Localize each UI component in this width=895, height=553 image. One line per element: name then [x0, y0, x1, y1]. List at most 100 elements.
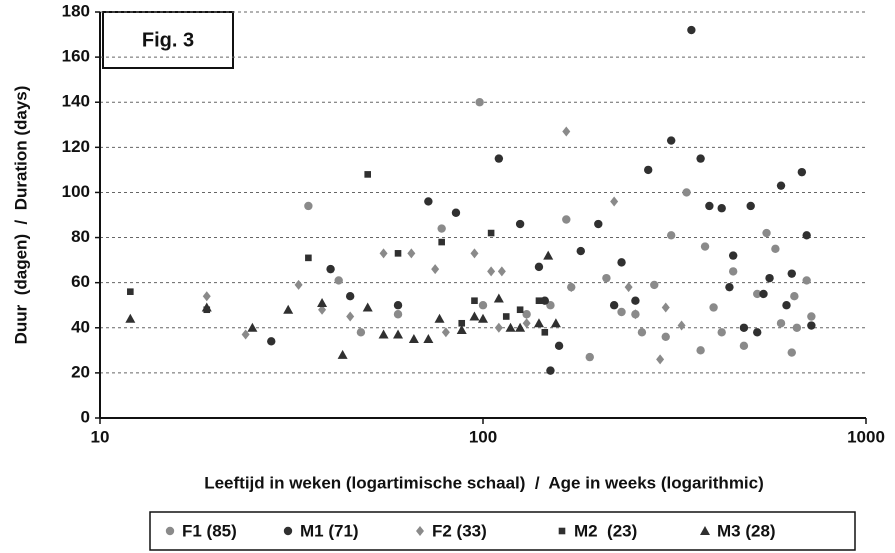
point	[494, 322, 503, 333]
point	[456, 325, 467, 335]
point	[535, 297, 543, 305]
point	[346, 311, 355, 322]
point	[241, 329, 250, 340]
point	[487, 266, 496, 277]
legend-marker	[283, 526, 293, 536]
legend-label: M2 (23)	[574, 521, 637, 540]
point	[696, 346, 705, 355]
point	[458, 319, 466, 327]
point	[562, 215, 571, 224]
point	[739, 323, 749, 332]
legend-label: F2 (33)	[432, 521, 487, 540]
point	[441, 327, 450, 338]
y-axis-label: Duur (dagen) / Duration (days)	[11, 86, 30, 345]
point	[782, 301, 791, 310]
point	[631, 309, 640, 320]
point	[317, 297, 328, 307]
point	[594, 219, 603, 229]
point	[515, 322, 526, 332]
legend-marker	[558, 527, 566, 535]
point	[247, 322, 258, 332]
y-tick-label: 40	[71, 317, 90, 336]
point	[469, 311, 480, 321]
point	[516, 306, 524, 314]
point	[438, 238, 445, 246]
point	[650, 280, 659, 290]
point	[356, 328, 366, 337]
point	[407, 248, 416, 259]
y-tick-label: 160	[62, 47, 90, 66]
point	[334, 276, 343, 285]
point	[515, 219, 525, 229]
legend-box	[149, 511, 856, 551]
point	[807, 321, 816, 330]
point	[497, 266, 506, 277]
legend-label: F1 (85)	[182, 521, 237, 540]
point	[294, 279, 303, 290]
point	[475, 98, 484, 107]
point	[759, 289, 768, 299]
point	[471, 297, 478, 305]
point	[434, 313, 445, 323]
point	[533, 318, 544, 328]
point	[807, 312, 816, 321]
point	[790, 292, 799, 301]
point	[393, 329, 404, 339]
point	[540, 296, 550, 305]
point	[661, 332, 670, 341]
point	[717, 328, 726, 337]
point	[656, 354, 665, 365]
point	[125, 313, 136, 323]
point	[305, 254, 312, 262]
point	[202, 291, 211, 302]
point	[746, 201, 755, 211]
point	[378, 329, 389, 339]
point	[127, 288, 134, 295]
point	[696, 154, 705, 163]
point	[666, 136, 676, 145]
point	[546, 366, 555, 375]
point	[546, 301, 555, 310]
point	[487, 229, 495, 237]
y-tick-label: 0	[81, 407, 90, 426]
point	[765, 273, 774, 283]
point	[478, 313, 488, 323]
point	[725, 282, 734, 292]
point	[318, 304, 327, 315]
point	[687, 25, 696, 35]
point	[522, 310, 531, 319]
y-tick-label: 120	[62, 137, 90, 156]
point	[753, 289, 762, 299]
point	[478, 301, 488, 310]
y-tick-label: 100	[62, 182, 90, 201]
legend-label: M3 (28)	[717, 521, 776, 540]
x-tick-label: 100	[469, 427, 497, 446]
point	[617, 307, 626, 317]
point	[326, 264, 335, 274]
point	[337, 349, 348, 359]
point	[602, 273, 611, 283]
point	[562, 126, 571, 137]
legend-label: M1 (71)	[300, 521, 359, 540]
point	[617, 258, 626, 267]
point	[543, 250, 554, 260]
x-tick-label: 1000	[847, 427, 885, 446]
title-box	[102, 11, 234, 69]
point	[792, 323, 802, 332]
point	[637, 328, 647, 337]
point	[522, 318, 531, 329]
point	[379, 248, 388, 259]
point	[728, 267, 738, 276]
point	[610, 196, 619, 207]
legend-marker	[165, 526, 175, 536]
point	[550, 318, 561, 328]
point	[776, 319, 786, 328]
y-tick-label: 140	[62, 92, 90, 111]
point	[762, 228, 771, 238]
point	[393, 301, 403, 310]
point	[609, 301, 619, 310]
point	[283, 304, 294, 314]
point	[700, 242, 710, 251]
point	[666, 231, 676, 240]
